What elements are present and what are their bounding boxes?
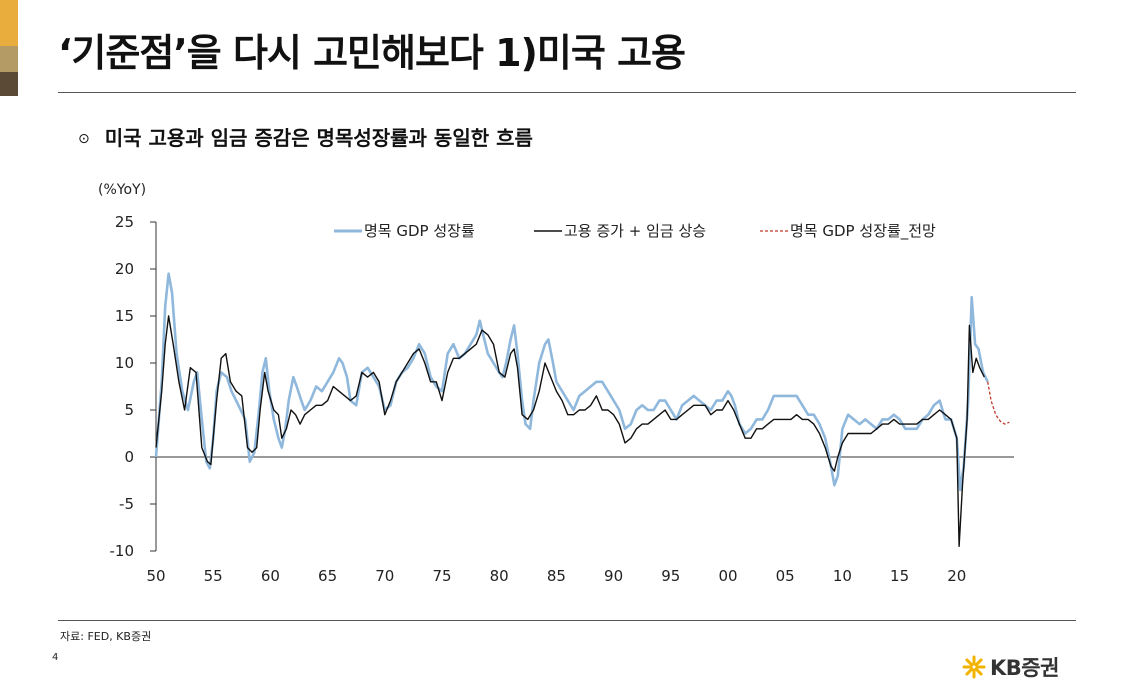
- logo-ray: [965, 667, 974, 676]
- kb-logo: KB증권: [962, 652, 1059, 682]
- x-tick-label: 20: [947, 567, 966, 585]
- y-tick-label: -5: [119, 495, 134, 513]
- title-divider: [58, 92, 1076, 93]
- page-title: ‘기준점’을 다시 고민해보다 1)미국 고용: [58, 31, 686, 75]
- x-tick-label: 85: [547, 567, 566, 585]
- bullet-icon: ⊙: [78, 131, 90, 147]
- chart-subtitle: ⊙ 미국 고용과 임금 증감은 명목성장률과 동일한 흐름: [78, 122, 533, 151]
- x-tick-label: 50: [146, 567, 165, 585]
- series-line-2: [155, 315, 985, 547]
- x-tick-label: 60: [261, 567, 280, 585]
- x-tick-label: 10: [833, 567, 852, 585]
- y-tick-label: 5: [124, 401, 134, 419]
- y-axis-label: (%YoY): [98, 182, 146, 198]
- y-tick-label: 25: [115, 213, 134, 231]
- logo-ray: [974, 658, 983, 667]
- logo-ray: [974, 667, 983, 676]
- side-accent-middle: [0, 46, 18, 72]
- subtitle-text: 미국 고용과 임금 증감은 명목성장률과 동일한 흐름: [104, 126, 533, 150]
- y-tick-label: 0: [124, 448, 134, 466]
- x-tick-label: 90: [604, 567, 623, 585]
- x-tick-label: 05: [776, 567, 795, 585]
- x-tick-label: 80: [490, 567, 509, 585]
- x-tick-label: 70: [375, 567, 394, 585]
- logo-ray: [965, 658, 974, 667]
- x-tick-label: 15: [890, 567, 909, 585]
- x-tick-label: 95: [661, 567, 680, 585]
- legend-label-1: 명목 GDP 성장률: [364, 222, 475, 240]
- side-accent-top: [0, 0, 18, 46]
- series-line-1: [154, 272, 989, 492]
- star-icon: [962, 655, 986, 679]
- x-tick-label: 65: [318, 567, 337, 585]
- y-tick-label: 15: [115, 307, 134, 325]
- y-tick-label: -10: [110, 542, 135, 560]
- y-tick-label: 10: [115, 354, 134, 372]
- series-line-3: [987, 381, 1010, 425]
- x-tick-label: 00: [718, 567, 737, 585]
- logo-text: KB증권: [990, 656, 1059, 680]
- side-accent-bottom: [0, 72, 18, 96]
- y-tick-label: 20: [115, 260, 134, 278]
- legend-label-3: 명목 GDP 성장률_전망: [790, 222, 936, 241]
- source-note: 자료: FED, KB증권: [60, 630, 152, 643]
- x-tick-label: 55: [204, 567, 223, 585]
- footer-divider: [58, 620, 1076, 621]
- page-number: 4: [52, 652, 59, 663]
- x-tick-label: 75: [432, 567, 451, 585]
- legend-label-2: 고용 증가 + 임금 상승: [564, 222, 706, 240]
